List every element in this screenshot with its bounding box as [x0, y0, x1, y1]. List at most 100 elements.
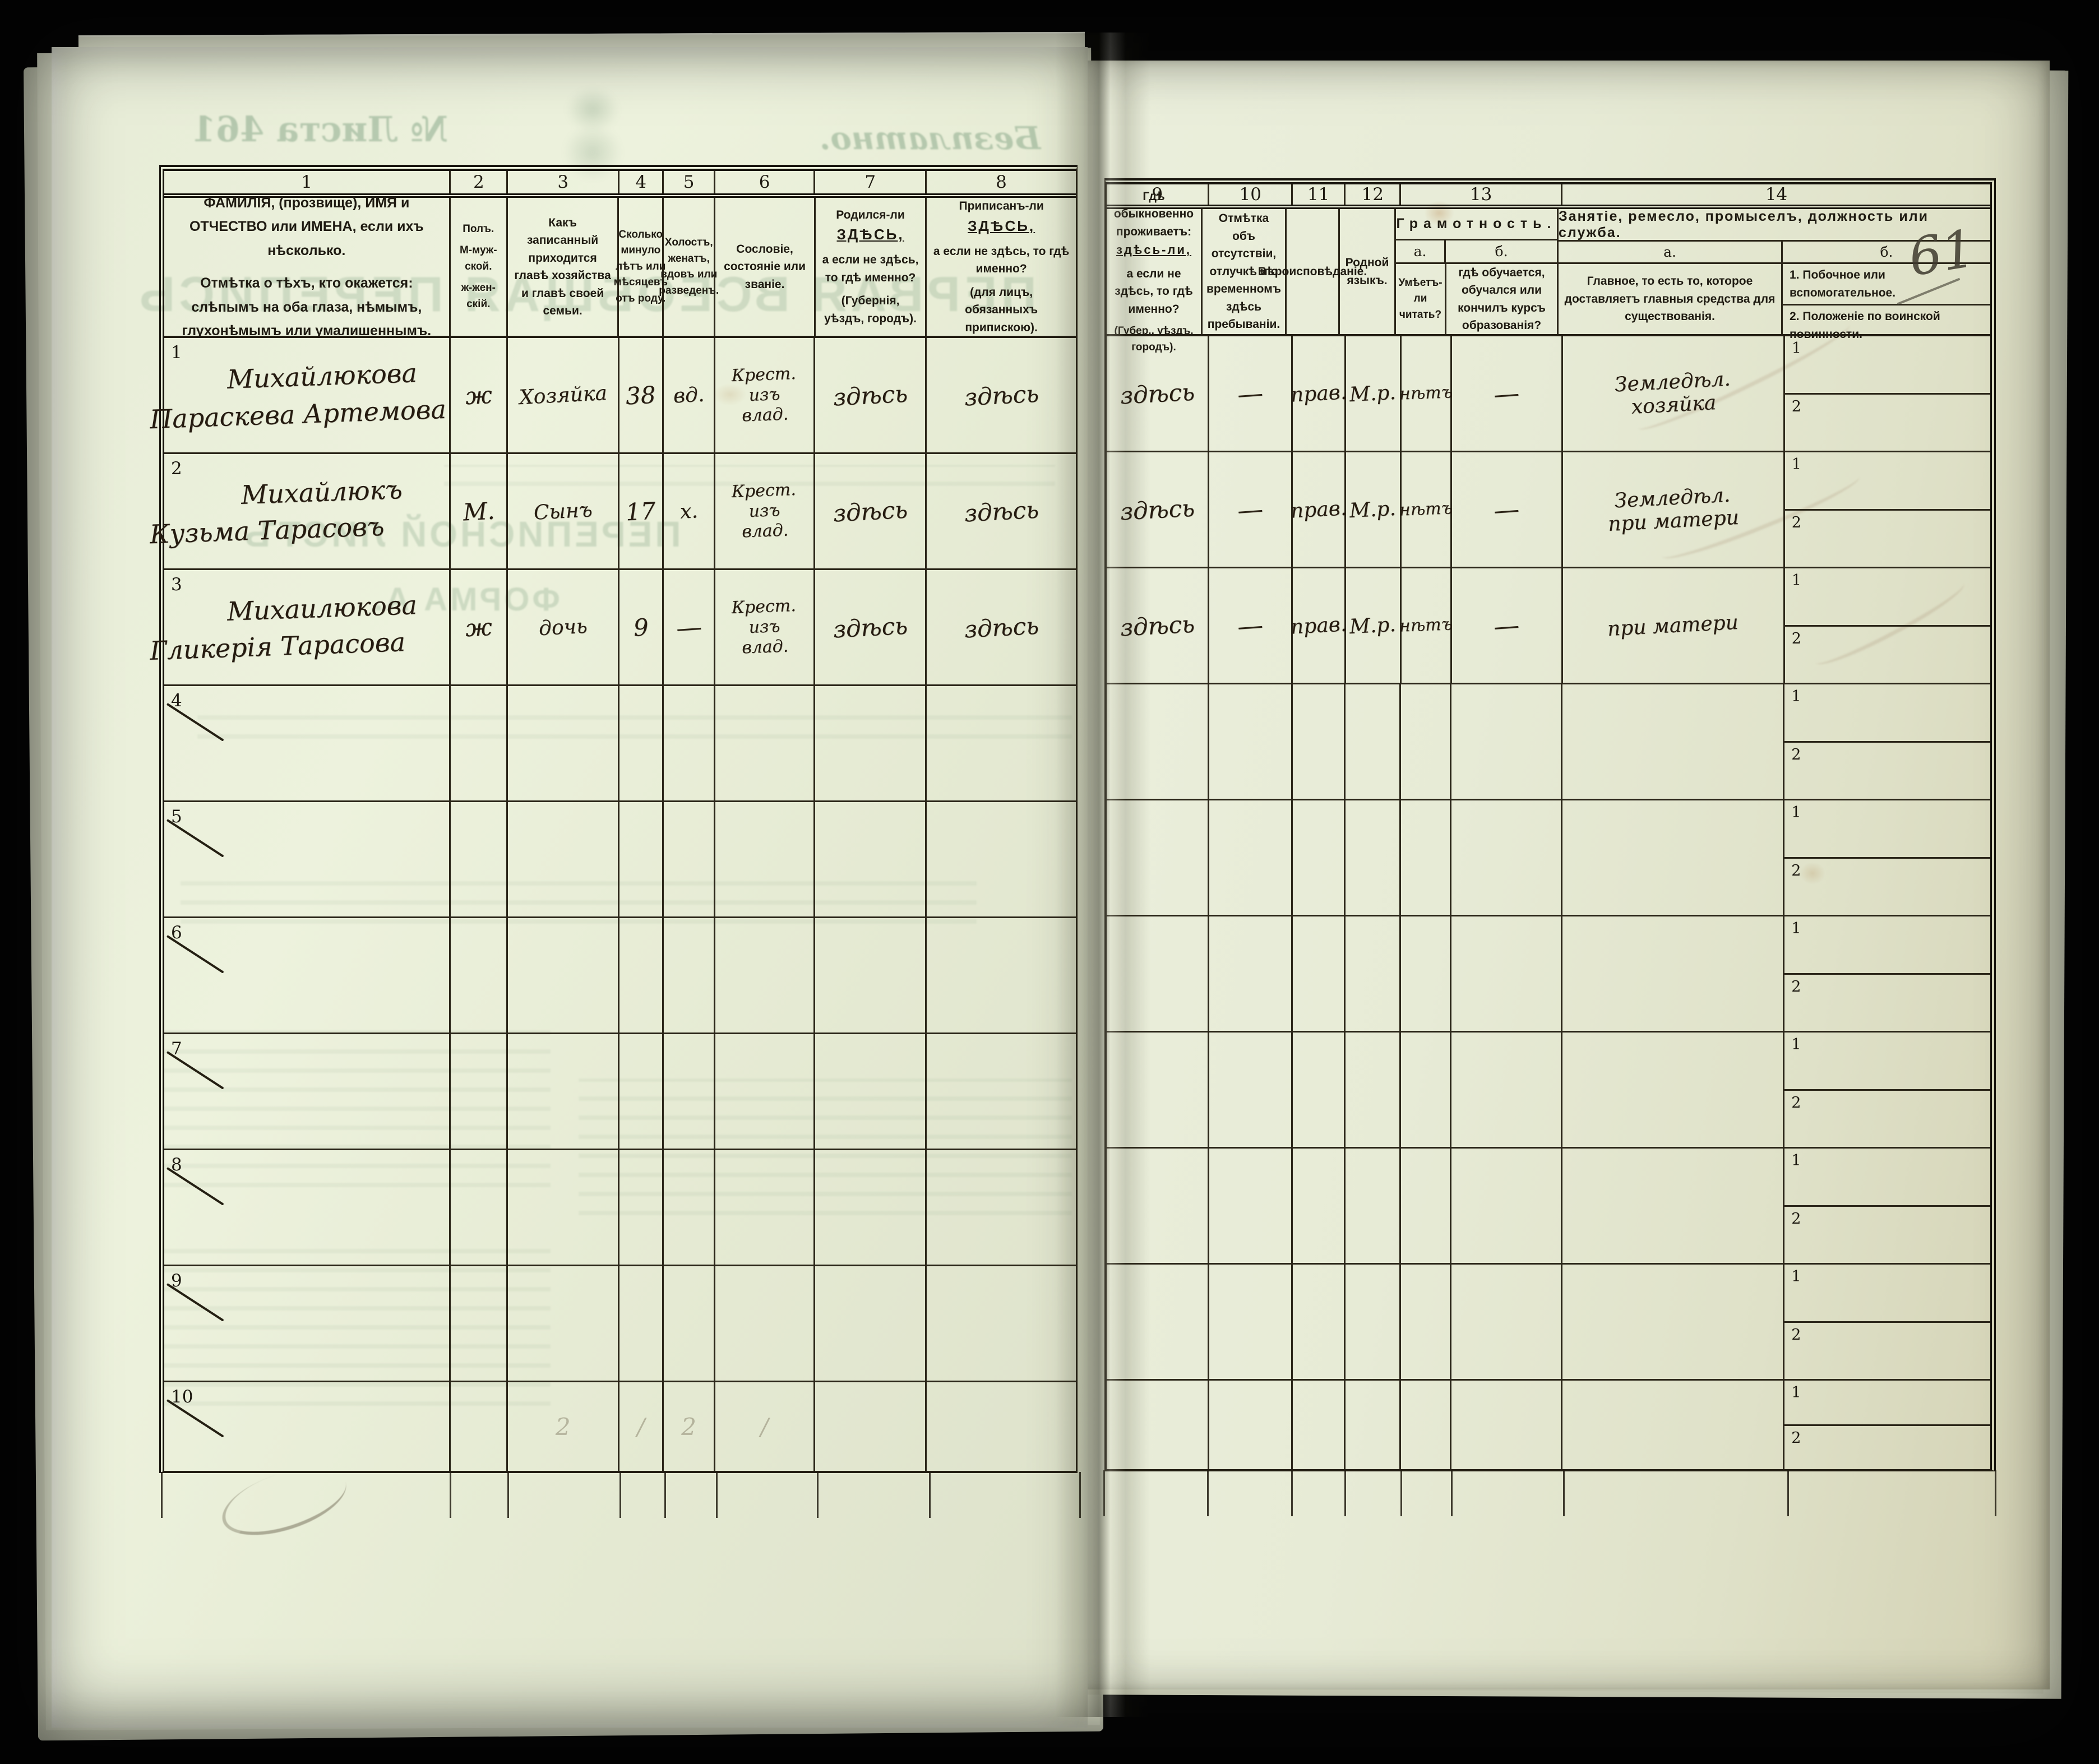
- subcell-number: 1: [1791, 572, 1801, 589]
- column-number-row: 1 2 3 4 5 6 7 8: [164, 171, 1076, 198]
- pencil-tally-mark: 2: [681, 1413, 696, 1441]
- header-labels-left: ФАМИЛІЯ, (прозвище), ИМЯ и ОТЧЕСТВО или …: [164, 195, 1076, 339]
- col-number: 10: [1209, 184, 1293, 205]
- occupation-side-subcell: 1: [1784, 1149, 1990, 1205]
- subcell-number: 1: [1791, 1384, 1801, 1401]
- cell-resides: [1107, 800, 1210, 915]
- cell-resides: здѣсь: [1107, 336, 1210, 451]
- cell-sex: ж: [451, 570, 508, 684]
- cell-reads: [1401, 800, 1451, 915]
- col-number: 5: [664, 171, 715, 193]
- column-line-stub: [621, 1472, 666, 1518]
- cell-born-value: здѣсь: [832, 379, 908, 411]
- header-text: М-муж-ской.: [459, 244, 497, 272]
- cell-resides: [1107, 1149, 1210, 1263]
- column-line-stub: [819, 1472, 931, 1518]
- column-line-stubs: [161, 1472, 1081, 1518]
- cell-age-value: 17: [625, 497, 657, 526]
- cell-marital: [664, 918, 715, 1033]
- header-relation: Какъ записанный приходится главѣ хозяйст…: [508, 198, 619, 336]
- header-occupation-side: 1. Побочное или вспомогательное. 2. Поло…: [1783, 264, 1990, 341]
- cell-age: [619, 802, 664, 916]
- occupation-side-subcell: 2: [1784, 1424, 1990, 1470]
- header-education: гдѣ обучается, обучался или кончилъ курс…: [1446, 264, 1557, 334]
- row-number: 9: [171, 1271, 182, 1291]
- table-row-right: здѣсь — прав. М.р. нѣтъ — при матери 1 2: [1107, 568, 1990, 684]
- header-text: Умѣетъ-ли читать?: [1398, 276, 1443, 321]
- occupation-side-subcell: 2: [1784, 1205, 1990, 1263]
- table-row-left: 6: [164, 918, 1076, 1034]
- col-number: 4: [619, 171, 664, 193]
- header-text: Вѣроисповѣданіе.: [1257, 265, 1367, 278]
- cell-marital: х.: [664, 454, 715, 568]
- header-can-read: Умѣетъ-ли читать?: [1396, 264, 1446, 334]
- column-line-stub: [1453, 1470, 1565, 1516]
- cell-absence-value: —: [1236, 377, 1264, 410]
- cell-marital: [664, 1034, 715, 1149]
- cell-registered: здѣсь: [927, 570, 1076, 684]
- cell-education: [1451, 1265, 1562, 1379]
- subcell-number: 2: [1791, 746, 1801, 763]
- table-row-right: здѣсь — прав. М.р. нѣтъ — Земледѣл. при матери…: [1107, 452, 1990, 568]
- cell-resides: [1107, 916, 1210, 1031]
- header-text: а если не здѣсь, то гдѣ именно?: [1115, 267, 1193, 316]
- header-labels-right: Гдѣ обыкновенно проживаетъ: здѣсь-ли, а …: [1107, 190, 1990, 353]
- subcell-number: 1: [1791, 1152, 1801, 1169]
- cell-religion: [1293, 684, 1346, 799]
- given-names: Кузьма Тарасовъ: [149, 511, 385, 550]
- header-text: Отмѣтка о тѣхъ, кто окажется: слѣпымъ на…: [182, 275, 432, 339]
- subcell-number: 1: [1791, 1036, 1801, 1053]
- header-occupation-title: Занятіе, ремесло, промыселъ, должность и…: [1559, 209, 1990, 242]
- cell-education-value: —: [1492, 609, 1521, 642]
- cell-resides: здѣсь: [1107, 452, 1210, 567]
- cell-sex: ж: [451, 338, 508, 452]
- header-text: (Губер., уѣздъ, городъ).: [1114, 325, 1194, 353]
- cell-name: 4: [164, 686, 451, 800]
- cell-language: М.р.: [1346, 568, 1402, 683]
- header-text: Полъ.: [463, 223, 494, 235]
- census-table-left: 1 2 3 4 5 6 7 8 ФАМИЛІЯ, (прозвище), ИМЯ…: [149, 165, 1081, 1518]
- occupation-side-subcell: 1: [1784, 916, 1990, 973]
- cell-occupation-main: [1562, 684, 1785, 799]
- occupation-side-subcell: 2: [1784, 856, 1990, 915]
- cell-religion: прав.: [1290, 568, 1347, 683]
- cell-sex: [451, 1382, 508, 1471]
- cell-education: [1451, 916, 1562, 1031]
- cell-religion-value: прав.: [1289, 496, 1347, 523]
- cell-education: —: [1452, 452, 1563, 567]
- cell-absence: —: [1209, 568, 1293, 683]
- cell-marital: [664, 1150, 715, 1265]
- occupation-side-subcell: 1: [1785, 568, 1990, 625]
- col-number: 8: [996, 172, 1007, 192]
- occupation-side-subcell: 2: [1784, 624, 1990, 683]
- column-line-stubs: [1103, 1470, 1996, 1516]
- row-number: 5: [171, 807, 182, 827]
- column-line-stub: [1346, 1470, 1402, 1516]
- cell-sex: [451, 686, 508, 800]
- table-row-left: 9: [164, 1266, 1076, 1382]
- cell-born: [815, 1266, 927, 1381]
- cell-marital-value: —: [674, 611, 703, 643]
- cell-language: [1346, 1381, 1402, 1469]
- cell-resides-value: здѣсь: [1119, 378, 1195, 409]
- occupation-side-subcell: 1: [1785, 452, 1990, 509]
- header-age: Сколько минуло лѣтъ или мѣсяцевъ отъ род…: [614, 198, 668, 336]
- column-line-stub: [451, 1472, 509, 1518]
- row-number: 2: [171, 459, 182, 479]
- header-religion: Вѣроисповѣданіе.: [1258, 209, 1367, 334]
- cell-religion: [1293, 1265, 1346, 1379]
- pencil-tally-mark: /: [637, 1413, 645, 1441]
- cell-sex-value: ж: [464, 613, 493, 642]
- cell-absence: [1209, 1033, 1293, 1147]
- column-number-row: 9 10 11 12 13 14: [1107, 184, 1990, 209]
- cell-age: 17: [619, 454, 664, 568]
- header-text: Какъ записанный приходится главѣ хозяйст…: [514, 216, 611, 318]
- occupation-side-subcell: 1: [1784, 1381, 1990, 1424]
- cell-registered: [927, 686, 1076, 800]
- sub-b-label: б.: [1495, 243, 1508, 260]
